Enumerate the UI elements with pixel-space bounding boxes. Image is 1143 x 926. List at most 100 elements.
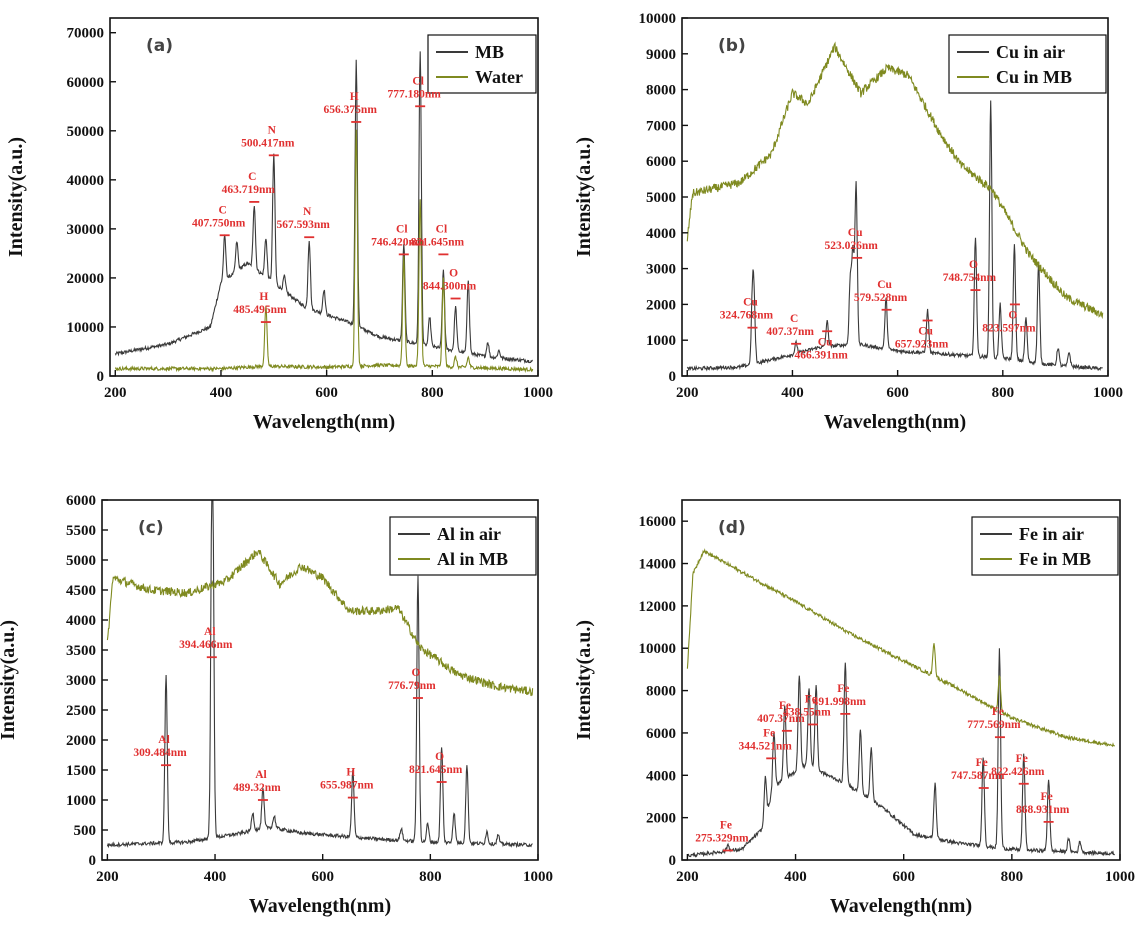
annotation-line: Fe: [1016, 753, 1028, 765]
annotation-line: Cu: [918, 326, 933, 338]
annotation-line: 656.375nm: [324, 104, 378, 116]
peak-annotation: C 407.37nm: [766, 313, 814, 338]
peak-annotation: O 844.300nm: [423, 268, 477, 293]
annotation-line: 655.987nm: [320, 780, 374, 792]
x-tick-label: 800: [421, 385, 444, 401]
series-line-1: [106, 549, 534, 697]
legend: Al in air Al in MB: [389, 516, 537, 576]
y-tick-label: 30000: [67, 222, 105, 238]
peak-annotation: Cu 523.026nm: [824, 227, 878, 252]
y-axis-label: Intensity(a.u.): [573, 620, 595, 740]
legend-entry: Cu in air: [996, 42, 1065, 62]
legend-box: [948, 34, 1107, 94]
y-tick-label: 3000: [646, 262, 676, 278]
x-tick-label: 400: [781, 385, 804, 401]
annotation-line: 438.55nm: [783, 706, 831, 718]
peak-annotation: O 821.645nm: [409, 751, 463, 776]
y-tick-label: 50000: [67, 124, 105, 140]
y-tick-label: 4000: [646, 768, 676, 784]
x-tick-label: 800: [419, 869, 442, 885]
x-tick-label: 1000: [1105, 869, 1135, 885]
y-tick-label: 14000: [639, 557, 677, 573]
annotation-line: H: [346, 767, 355, 779]
annotation-line: 746.420nm: [371, 236, 425, 248]
y-tick-label: 1000: [66, 793, 96, 809]
peak-annotation: H 485.495nm: [233, 291, 287, 316]
y-tick-label: 70000: [67, 26, 105, 42]
panel-label: (d): [718, 518, 746, 538]
annotation-line: 324.768nm: [720, 310, 774, 322]
panel-label: (c): [138, 518, 164, 538]
peak-annotation: C 463.719nm: [222, 171, 276, 196]
annotation-line: Fe: [720, 819, 732, 831]
annotation-line: 500.417nm: [241, 137, 295, 149]
annotation-line: 489.32nm: [233, 782, 281, 794]
panel-b: 200 400 600 800 1000010002000300040005000600…: [573, 11, 1123, 433]
y-tick-label: 10000: [639, 641, 677, 657]
x-tick-label: 200: [676, 869, 699, 885]
peak-annotation: Cl 746.420nm: [371, 223, 425, 248]
annotation-line: H: [259, 291, 268, 303]
peak-annotation: Fe 747.587nm: [951, 757, 1005, 782]
y-tick-label: 6000: [646, 726, 676, 742]
annotation-line: O: [969, 259, 978, 271]
y-tick-label: 2000: [646, 811, 676, 827]
legend-box: [389, 516, 537, 576]
y-tick-label: 3000: [66, 673, 96, 689]
annotation-line: 747.587nm: [951, 770, 1005, 782]
y-tick-label: 0: [89, 853, 97, 869]
annotation-line: 523.026nm: [824, 240, 878, 252]
series-line-1: [686, 548, 1116, 748]
series-line-1: [686, 41, 1104, 320]
peak-annotation: Cu 324.768nm: [720, 297, 774, 322]
y-tick-label: 6000: [646, 154, 676, 170]
legend-entry: Water: [475, 67, 523, 87]
y-tick-label: 40000: [67, 173, 105, 189]
annotation-line: N: [303, 206, 312, 218]
annotation-line: 844.300nm: [423, 281, 477, 293]
peak-annotation: H 656.375nm: [324, 91, 378, 116]
legend-entry: Cu in MB: [996, 67, 1072, 87]
annotation-line: O: [449, 268, 458, 280]
legend-box: [427, 34, 537, 94]
legend-entry: Fe in air: [1019, 524, 1084, 544]
annotation-line: Cu: [743, 297, 758, 309]
series-line-0: [114, 51, 533, 365]
y-tick-label: 2000: [646, 297, 676, 313]
x-axis-label: Wavelength(nm): [253, 411, 395, 433]
x-tick-label: 400: [210, 385, 233, 401]
x-tick-label: 1000: [523, 869, 553, 885]
peak-annotation: Fe 777.569nm: [967, 706, 1021, 731]
peak-annotation: N 500.417nm: [241, 124, 295, 149]
peak-annotation: Fe 491.998nm: [813, 683, 867, 708]
y-tick-label: 1500: [66, 763, 96, 779]
annotation-line: 579.528nm: [854, 292, 908, 304]
annotation-line: Al: [158, 734, 170, 746]
x-tick-label: 200: [104, 385, 127, 401]
peak-annotation: Al 489.32nm: [233, 769, 281, 794]
x-tick-label: 1000: [1093, 385, 1123, 401]
x-axis-label: Wavelength(nm): [830, 895, 972, 917]
annotation-line: N: [268, 124, 277, 136]
legend-entry: Al in MB: [437, 549, 508, 569]
annotation-line: C: [790, 313, 798, 325]
peak-annotation: Cu 579.528nm: [854, 279, 908, 304]
y-tick-label: 20000: [67, 271, 105, 287]
y-tick-label: 0: [669, 853, 677, 869]
legend-entry: Al in air: [437, 524, 501, 544]
y-tick-label: 3500: [66, 643, 96, 659]
y-tick-label: 2500: [66, 703, 96, 719]
series-line-1: [114, 129, 534, 373]
y-tick-label: 4500: [66, 583, 96, 599]
peak-annotation: N 567.593nm: [277, 206, 331, 231]
y-tick-label: 0: [669, 369, 677, 385]
annotation-line: 485.495nm: [233, 304, 287, 316]
y-tick-label: 10000: [67, 320, 105, 336]
annotation-line: 823.597nm: [982, 322, 1036, 334]
x-tick-label: 600: [311, 869, 334, 885]
peak-annotation: H 655.987nm: [320, 767, 374, 792]
plot-frame: [109, 17, 539, 377]
peak-annotation: Cl 777.180nm: [387, 75, 441, 100]
annotation-line: 776.79nm: [388, 680, 436, 692]
legend: Cu in air Cu in MB: [948, 34, 1107, 94]
